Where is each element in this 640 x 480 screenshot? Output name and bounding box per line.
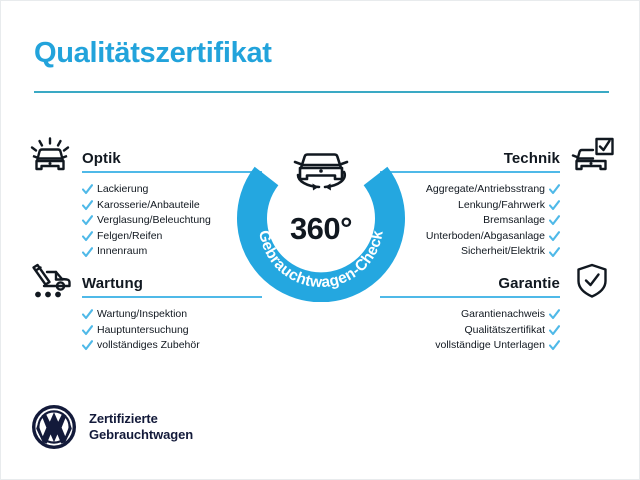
list-item: vollständiges Zubehör xyxy=(82,338,262,354)
section-technik-header: Technik xyxy=(380,137,615,175)
footer-brand-text: Zertifizierte Gebrauchtwagen xyxy=(89,411,193,443)
list-item-label: Hauptuntersuchung xyxy=(97,323,189,336)
list-item-label: Lackierung xyxy=(97,183,149,195)
check-icon xyxy=(82,325,93,336)
list-item: Innenraum xyxy=(82,244,262,260)
check-icon xyxy=(549,325,560,336)
section-technik-divider xyxy=(380,171,560,173)
list-item: Aggregate/Antriebsstrang xyxy=(380,182,560,198)
list-item: Karosserie/Anbauteile xyxy=(82,198,262,214)
section-technik-list: Aggregate/Antriebsstrang Lenkung/Fahrwer… xyxy=(380,182,615,260)
shield-check-icon xyxy=(569,262,615,300)
list-item: Sicherheit/Elektrik xyxy=(380,244,560,260)
list-item-label: Unterboden/Abgasanlage xyxy=(425,229,545,242)
check-icon xyxy=(549,246,560,258)
list-item: Lackierung xyxy=(82,182,262,198)
list-item: vollständige Unterlagen xyxy=(380,338,560,354)
list-item: Unterboden/Abgasanlage xyxy=(380,229,560,245)
footer-brand: Zertifizierte Gebrauchtwagen xyxy=(32,405,193,449)
list-item-label: vollständige Unterlagen xyxy=(435,339,545,352)
car-shine-icon xyxy=(27,137,73,175)
list-item-label: Garantienachweis xyxy=(460,308,545,320)
check-icon xyxy=(82,309,93,320)
car-wrench-icon xyxy=(27,262,73,300)
check-icon xyxy=(549,340,560,351)
section-wartung-title: Wartung xyxy=(82,275,143,292)
list-item-label: Verglasung/Beleuchtung xyxy=(97,214,211,227)
check-icon xyxy=(82,231,93,242)
footer-line-1: Zertifizierte xyxy=(89,411,158,426)
section-garantie-list: Garantienachweis Qualitätszertifikat vol… xyxy=(380,307,615,354)
list-item: Felgen/Reifen xyxy=(82,229,262,245)
section-technik: Technik Aggregate/Antriebsstrang Lenkung… xyxy=(380,137,615,276)
section-garantie-title: Garantie xyxy=(498,275,560,292)
section-wartung-list: Wartung/Inspektion Hauptuntersuchung vol… xyxy=(27,307,262,354)
page-title: Qualitätszertifikat xyxy=(34,37,272,69)
check-icon xyxy=(549,184,560,195)
section-wartung: Wartung Wartung/Inspektion Hauptuntersuc… xyxy=(27,262,262,370)
list-item-label: Bremsanlage xyxy=(483,214,545,227)
check-icon xyxy=(549,200,560,211)
vw-logo-icon xyxy=(32,405,76,449)
check-icon xyxy=(549,231,560,242)
check-icon xyxy=(82,184,93,195)
section-technik-title: Technik xyxy=(503,150,560,167)
section-garantie-header: Garantie xyxy=(380,262,615,300)
check-icon xyxy=(549,215,560,226)
list-item-label: Wartung/Inspektion xyxy=(97,308,188,320)
list-item-label: Innenraum xyxy=(97,245,148,258)
list-item-label: Aggregate/Antriebsstrang xyxy=(425,183,545,195)
section-optik-header: Optik xyxy=(27,137,262,175)
list-item: Lenkung/Fahrwerk xyxy=(380,198,560,214)
section-optik: Optik Lackierung Karosserie/Anbauteile V… xyxy=(27,137,262,276)
check-icon xyxy=(82,340,93,351)
list-item-label: Sicherheit/Elektrik xyxy=(460,245,545,258)
section-wartung-header: Wartung xyxy=(27,262,262,300)
check-icon xyxy=(82,200,93,211)
list-item: Verglasung/Beleuchtung xyxy=(82,213,262,229)
list-item: Wartung/Inspektion xyxy=(82,307,262,323)
check-icon xyxy=(82,246,93,258)
list-item-label: Lenkung/Fahrwerk xyxy=(458,198,545,211)
section-optik-divider xyxy=(82,171,262,173)
section-garantie-divider xyxy=(380,296,560,298)
list-item: Qualitätszertifikat xyxy=(380,323,560,339)
list-item: Bremsanlage xyxy=(380,213,560,229)
footer-line-2: Gebrauchtwagen xyxy=(89,427,194,442)
list-item: Garantienachweis xyxy=(380,307,560,323)
list-item: Hauptuntersuchung xyxy=(82,323,262,339)
list-item-label: Qualitätszertifikat xyxy=(464,323,545,336)
title-divider xyxy=(34,91,609,93)
section-wartung-divider xyxy=(82,296,262,298)
check-icon xyxy=(549,309,560,320)
list-item-label: Felgen/Reifen xyxy=(97,229,163,242)
list-item-label: vollständiges Zubehör xyxy=(97,339,200,352)
gebrauchtwagen-check-badge: Gebrauchtwagen-Check xyxy=(236,132,406,302)
section-garantie: Garantie Garantienachweis Qualitätszerti… xyxy=(380,262,615,370)
list-item-label: Karosserie/Anbauteile xyxy=(97,198,200,211)
check-icon xyxy=(82,215,93,226)
section-optik-list: Lackierung Karosserie/Anbauteile Verglas… xyxy=(27,182,262,260)
section-optik-title: Optik xyxy=(82,150,121,167)
car-checkbox-icon xyxy=(569,137,615,175)
